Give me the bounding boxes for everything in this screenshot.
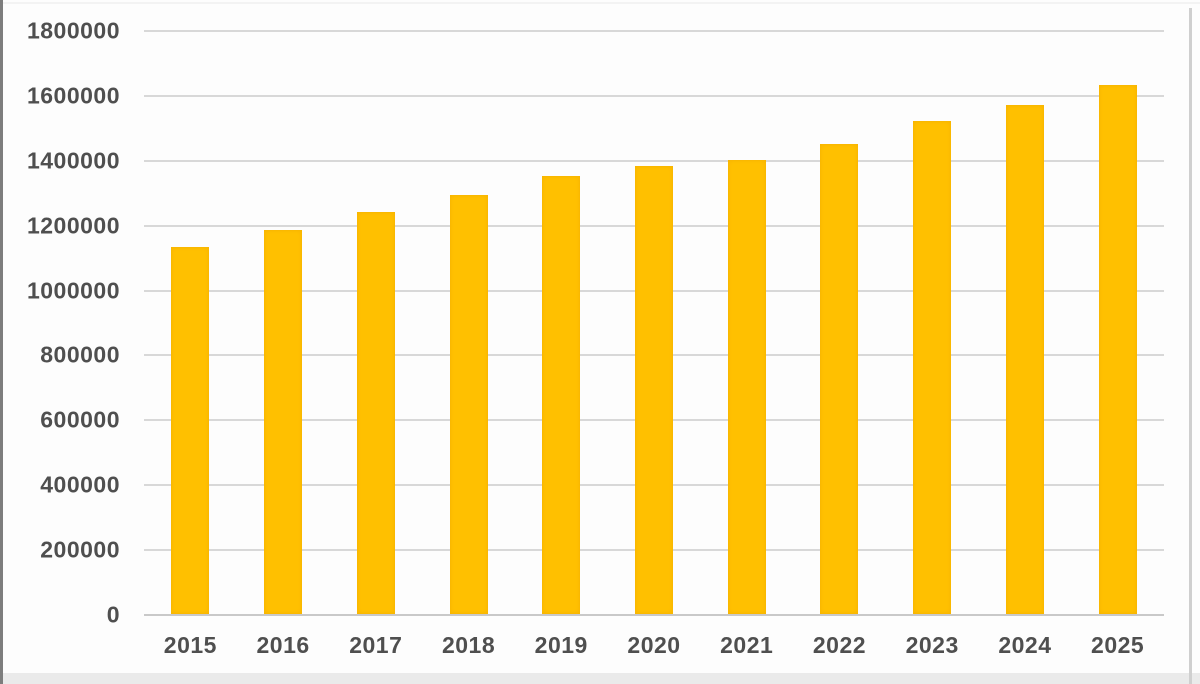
y-tick-label-1200000: 1200000: [26, 212, 120, 239]
x-tick-label-2024: 2024: [998, 632, 1052, 658]
x-tick-label-2015: 2015: [163, 632, 217, 658]
plot-area: [144, 30, 1164, 616]
y-tick-label-400000: 400000: [40, 471, 120, 498]
bar-2021: [727, 160, 766, 614]
x-tick-label-2025: 2025: [1091, 632, 1145, 658]
gridline-1600000: [144, 94, 1164, 97]
gridline-1400000: [144, 159, 1164, 162]
y-tick-label-1000000: 1000000: [26, 277, 120, 304]
x-tick-label-2020: 2020: [627, 632, 681, 658]
gridline-0: [144, 614, 1164, 616]
bottom-border-strip: [3, 673, 1200, 684]
x-tick-label-2016: 2016: [256, 632, 310, 658]
y-tick-label-200000: 200000: [40, 536, 120, 563]
x-tick-label-2022: 2022: [812, 632, 867, 658]
y-tick-label-600000: 600000: [40, 406, 120, 433]
bar-2018: [449, 195, 488, 614]
bar-2025: [1098, 85, 1137, 614]
y-tick-label-1800000: 1800000: [26, 17, 120, 44]
bar-2022: [820, 144, 859, 614]
bar-2024: [1005, 105, 1044, 614]
gridline-1800000: [144, 30, 1164, 32]
bar-2017: [356, 212, 395, 614]
x-tick-label-2023: 2023: [905, 632, 959, 658]
bar-2015: [171, 247, 210, 614]
bar-2020: [635, 166, 673, 614]
left-border-line: [0, 0, 3, 684]
x-tick-label-2019: 2019: [534, 632, 588, 658]
bar-2023: [913, 121, 952, 614]
x-tick-label-2018: 2018: [441, 632, 496, 658]
y-tick-label-1600000: 1600000: [26, 82, 120, 109]
y-tick-label-800000: 800000: [40, 341, 120, 368]
x-tick-label-2017: 2017: [349, 632, 403, 658]
top-border-line: [3, 2, 1200, 4]
bar-2016: [264, 230, 303, 614]
right-border-line: [1189, 8, 1192, 684]
x-tick-label-2021: 2021: [720, 632, 774, 658]
y-tick-label-0: 0: [106, 601, 120, 628]
y-tick-label-1400000: 1400000: [26, 147, 120, 174]
bar-2019: [542, 176, 581, 614]
